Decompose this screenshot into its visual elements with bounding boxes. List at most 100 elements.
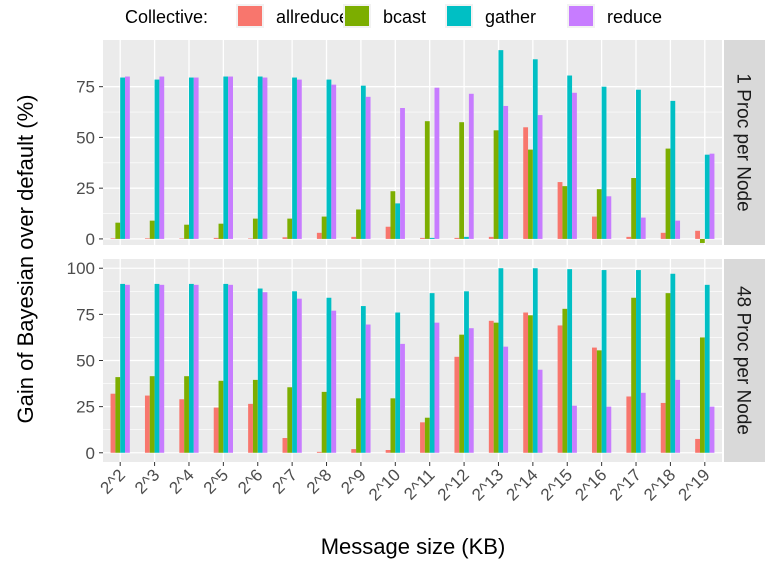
bar-allreduce-2^12 bbox=[454, 237, 460, 239]
bar-bcast-2^18 bbox=[665, 293, 671, 453]
bar-allreduce-2^8 bbox=[316, 451, 322, 453]
bar-bcast-2^17 bbox=[631, 178, 637, 239]
bar-allreduce-2^19 bbox=[695, 230, 700, 239]
bar-bcast-2^16 bbox=[596, 189, 602, 239]
bar-allreduce-2^5 bbox=[213, 407, 219, 453]
bar-bcast-2^14 bbox=[528, 149, 533, 239]
y-tick-label: 0 bbox=[86, 444, 95, 463]
bar-reduce-2^13 bbox=[503, 346, 509, 453]
bar-reduce-2^16 bbox=[606, 196, 612, 239]
bar-reduce-2^13 bbox=[503, 105, 509, 239]
x-tick-label: 2^4 bbox=[165, 465, 197, 497]
y-tick-label: 50 bbox=[76, 128, 95, 147]
bar-allreduce-2^18 bbox=[660, 232, 666, 239]
x-tick-label: 2^18 bbox=[640, 465, 679, 504]
bar-allreduce-2^15 bbox=[557, 325, 563, 453]
legend-label-bcast: bcast bbox=[383, 7, 426, 27]
bar-gather-2^19 bbox=[704, 154, 710, 239]
bar-reduce-2^9 bbox=[365, 96, 371, 239]
legend: Collective: allreduce bcast gather reduce bbox=[125, 4, 662, 28]
bar-bcast-2^3 bbox=[149, 220, 155, 239]
x-tick-label: 2^15 bbox=[537, 465, 576, 504]
bar-gather-2^11 bbox=[429, 237, 435, 239]
bar-gather-2^4 bbox=[188, 77, 194, 239]
bar-bcast-2^10 bbox=[390, 191, 396, 239]
bar-bcast-2^6 bbox=[252, 379, 258, 453]
bar-reduce-2^2 bbox=[125, 76, 130, 239]
bar-bcast-2^8 bbox=[321, 391, 327, 453]
bar-reduce-2^12 bbox=[468, 328, 474, 453]
bar-allreduce-2^13 bbox=[488, 320, 494, 453]
bar-allreduce-2^6 bbox=[248, 238, 253, 240]
bar-reduce-2^12 bbox=[468, 93, 474, 239]
y-tick-label: 100 bbox=[67, 259, 95, 278]
bar-gather-2^18 bbox=[670, 273, 676, 453]
bar-allreduce-2^8 bbox=[316, 232, 322, 239]
bar-gather-2^14 bbox=[532, 268, 538, 453]
y-tick-label: 50 bbox=[76, 352, 95, 371]
bar-reduce-2^14 bbox=[537, 369, 543, 453]
bar-gather-2^10 bbox=[395, 312, 401, 453]
bar-gather-2^15 bbox=[567, 269, 573, 453]
bar-gather-2^3 bbox=[154, 79, 160, 239]
y-tick-label: 0 bbox=[86, 230, 95, 249]
x-tick-label: 2^16 bbox=[571, 465, 610, 504]
x-tick-label: 2^2 bbox=[97, 465, 129, 497]
bar-gather-2^4 bbox=[188, 283, 194, 453]
x-tick-label: 2^5 bbox=[200, 465, 232, 497]
legend-swatch-reduce bbox=[569, 6, 593, 26]
y-axis-title: Gain of Bayesian over default (%) bbox=[13, 95, 38, 424]
bar-allreduce-2^6 bbox=[248, 403, 253, 453]
bar-bcast-2^12 bbox=[459, 334, 465, 453]
bar-reduce-2^15 bbox=[572, 405, 577, 453]
y-tick-label: 75 bbox=[76, 78, 95, 97]
bar-gather-2^10 bbox=[395, 203, 401, 239]
bar-bcast-2^16 bbox=[596, 350, 602, 453]
bar-gather-2^12 bbox=[464, 291, 469, 453]
x-tick-label: 2^13 bbox=[468, 465, 507, 504]
bar-reduce-2^2 bbox=[125, 284, 130, 453]
bar-gather-2^7 bbox=[292, 291, 297, 453]
bar-bcast-2^17 bbox=[631, 297, 637, 453]
bar-bcast-2^7 bbox=[287, 218, 293, 239]
bar-reduce-2^8 bbox=[331, 310, 337, 453]
bar-bcast-2^14 bbox=[528, 315, 533, 453]
bar-reduce-2^4 bbox=[193, 284, 199, 453]
bar-reduce-2^4 bbox=[193, 77, 199, 239]
bar-reduce-2^10 bbox=[400, 343, 405, 453]
bar-bcast-2^12 bbox=[459, 122, 465, 239]
bar-allreduce-2^2 bbox=[110, 238, 116, 239]
bar-gather-2^12 bbox=[464, 236, 469, 239]
bar-bcast-2^18 bbox=[665, 148, 671, 239]
bar-gather-2^16 bbox=[601, 270, 607, 453]
bar-bcast-2^19 bbox=[699, 238, 705, 243]
bar-allreduce-2^3 bbox=[144, 395, 150, 453]
bar-gather-2^5 bbox=[223, 283, 229, 453]
bar-bcast-2^5 bbox=[218, 223, 224, 239]
bar-gather-2^2 bbox=[120, 77, 126, 239]
bar-gather-2^7 bbox=[292, 77, 297, 239]
bar-reduce-2^19 bbox=[709, 406, 715, 453]
bar-allreduce-2^4 bbox=[179, 399, 185, 453]
bar-allreduce-2^5 bbox=[213, 237, 219, 239]
bar-gather-2^17 bbox=[636, 89, 641, 239]
panel-2: 0 25 50 75 100 48 Proc per Node bbox=[67, 259, 765, 463]
bar-allreduce-2^14 bbox=[523, 127, 529, 239]
x-tick-label: 2^6 bbox=[234, 465, 266, 497]
bar-bcast-2^2 bbox=[115, 377, 121, 453]
bar-allreduce-2^14 bbox=[523, 312, 529, 453]
bar-bcast-2^19 bbox=[699, 337, 705, 453]
bar-reduce-2^18 bbox=[675, 220, 681, 239]
bar-gather-2^17 bbox=[636, 270, 641, 453]
bar-reduce-2^11 bbox=[434, 87, 440, 239]
y-tick-label: 25 bbox=[76, 398, 95, 417]
bar-reduce-2^17 bbox=[640, 392, 646, 453]
facet-strip-label: 1 Proc per Node bbox=[733, 73, 754, 211]
x-tick-label: 2^8 bbox=[303, 465, 335, 497]
bar-bcast-2^11 bbox=[424, 417, 430, 453]
bar-reduce-2^18 bbox=[675, 379, 681, 453]
bar-allreduce-2^13 bbox=[488, 236, 494, 239]
bar-gather-2^5 bbox=[223, 76, 229, 239]
bar-allreduce-2^11 bbox=[420, 237, 425, 239]
